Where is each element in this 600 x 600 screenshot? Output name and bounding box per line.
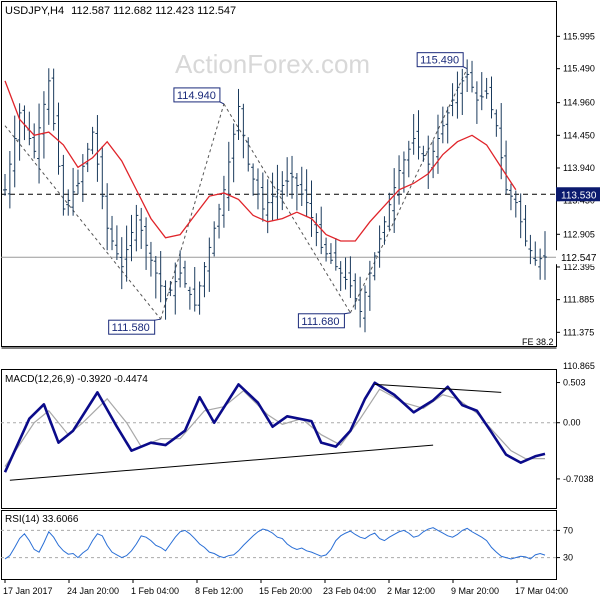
rsi-panel: 70 30 (1, 525, 573, 563)
swing-label-box (108, 319, 156, 335)
price-panel-frame (1, 1, 557, 347)
swing-label: 115.490 (420, 55, 459, 67)
candles (3, 59, 547, 333)
price-tick-label: 114.960 (563, 98, 595, 108)
svg-text:USDJPY,H4 112.587 112.682: USDJPY,H4 112.587 112.682 112.423 112.54… (5, 5, 236, 17)
level-badge: 113.530 (561, 190, 597, 201)
time-tick-label: 9 Mar 20:00 (451, 586, 499, 596)
price-tick-label: 115.490 (563, 64, 595, 74)
rsi-panel-frame (1, 510, 557, 580)
swing-label: 111.680 (301, 316, 339, 328)
price-tick-label: 112.395 (563, 262, 595, 272)
chart-symbol: USDJPY,H4 (5, 5, 64, 17)
time-tick-label: 23 Feb 04:00 (323, 586, 376, 596)
ma-line (4, 80, 517, 242)
swing-label-box (173, 87, 221, 103)
swing-label-pointer (344, 312, 351, 315)
time-tick-label: 17 Mar 04:00 (515, 586, 568, 596)
time-tick-label: 8 Feb 12:00 (195, 586, 243, 596)
macd-panel: 0.503 0.00 -0.7038 (1, 378, 594, 484)
swing-label-pointer (219, 101, 225, 105)
macd-panel-frame (1, 369, 557, 509)
macd-trendline (9, 444, 434, 481)
swing-label-pointer (154, 318, 161, 321)
watermark: ActionForex.com (175, 49, 370, 79)
time-tick-label: 15 Feb 20:00 (259, 586, 312, 596)
price-tick-label: 115.995 (563, 31, 595, 41)
price-tick-label: 112.905 (563, 229, 595, 239)
time-tick-label: 2 Mar 12:00 (387, 586, 435, 596)
macd-signal-line (4, 388, 545, 467)
price-tick-label: 111.375 (563, 327, 594, 337)
swing-label-pointer (462, 66, 468, 70)
ohlc-readout: 112.587 112.682 112.423 112.547 (71, 5, 236, 17)
time-tick-label: 1 Feb 04:00 (131, 586, 179, 596)
macd-tick-label: -0.7038 (563, 474, 594, 484)
macd-line (3, 381, 546, 473)
rsi-tick-label: 30 (563, 553, 573, 563)
price-tick-label: 111.885 (563, 295, 594, 305)
time-tick-label: 17 Jan 2017 (3, 586, 53, 596)
swing-label: 114.940 (177, 90, 216, 102)
moving-average (4, 80, 517, 242)
macd-tick-label: 0.503 (563, 378, 586, 388)
price-labels: 111.580 114.940 111.680 115.490 113.530 112.5… (108, 52, 600, 335)
zigzag-segment (223, 103, 351, 314)
level-lines (1, 193, 556, 258)
level-badge-bg (556, 187, 600, 202)
rsi-title: RSI(14) 33.6066 (5, 514, 79, 525)
zigzag-segment (349, 68, 468, 313)
time-tick-label: 24 Jan 20:00 (67, 586, 119, 596)
swing-label-box (416, 52, 464, 68)
macd-title: MACD(12,26,9) -0.3920 -0.4474 (5, 374, 148, 385)
time-axis: 17 Jan 2017 24 Jan 20:00 1 Feb 04:00 8 Feb … (3, 579, 568, 596)
last-price-badge-bg (556, 250, 600, 265)
macd-tick-label: 0.00 (563, 418, 581, 428)
zigzag-segment (160, 103, 225, 320)
swing-label-box (297, 313, 345, 329)
zigzag-lines (4, 68, 468, 320)
price-tick-label: 113.940 (563, 163, 595, 173)
rsi-tick-label: 70 (563, 525, 573, 535)
last-price-badge: 112.547 (561, 253, 597, 264)
price-tick-label: 110.865 (563, 361, 595, 371)
macd-trendline (374, 383, 502, 393)
swing-label: 111.580 (112, 322, 150, 334)
price-tick-label: 114.450 (563, 130, 595, 140)
zigzag-segment (4, 125, 162, 320)
rsi-line (4, 527, 546, 560)
fe-label: FE 38.2 (522, 337, 554, 347)
